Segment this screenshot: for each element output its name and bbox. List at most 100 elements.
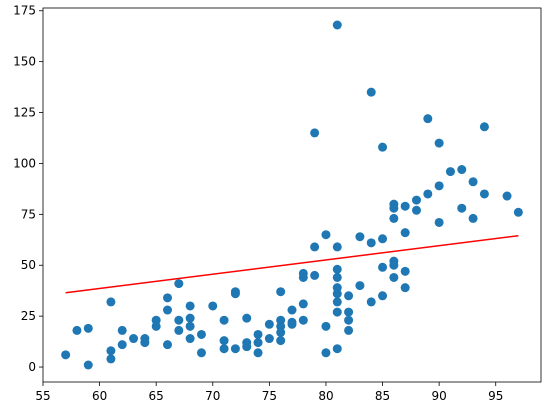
point (378, 142, 388, 152)
plot-frame (42, 7, 542, 383)
point (332, 264, 342, 274)
point (412, 195, 421, 205)
point (400, 266, 410, 276)
point (276, 327, 286, 337)
point (389, 260, 399, 270)
point (174, 315, 184, 325)
point (332, 272, 342, 282)
point (468, 213, 478, 223)
point (332, 289, 342, 299)
point (344, 291, 354, 301)
point (61, 350, 71, 360)
point (219, 344, 229, 354)
y-tick-label: 25 (21, 309, 36, 323)
point (185, 301, 195, 311)
point (321, 321, 331, 331)
point (344, 325, 354, 335)
y-tick-label: 150 (13, 55, 36, 69)
point (83, 323, 93, 333)
point (332, 344, 342, 354)
point (366, 297, 376, 307)
regression-line (65, 234, 519, 294)
point (298, 272, 308, 282)
point (332, 297, 342, 307)
point (400, 283, 410, 293)
y-tick-label: 125 (13, 106, 36, 120)
point (140, 338, 150, 348)
x-tick-label: 60 (92, 389, 107, 403)
y-tick-label: 50 (21, 258, 36, 272)
point (185, 321, 195, 331)
x-tick-label: 55 (35, 389, 50, 403)
point (332, 242, 342, 252)
point (321, 230, 331, 240)
point (208, 301, 218, 311)
point (400, 201, 410, 211)
point (434, 181, 444, 191)
point (310, 242, 320, 252)
x-tick-label: 90 (431, 389, 446, 403)
point (389, 272, 399, 282)
point (106, 297, 116, 307)
point (242, 342, 252, 352)
point (185, 334, 195, 344)
point (253, 329, 263, 339)
point (434, 138, 444, 148)
point (174, 279, 184, 289)
y-tick-label: 175 (13, 4, 36, 18)
point (355, 281, 365, 291)
point (457, 165, 467, 175)
point (434, 217, 444, 227)
x-tick-label: 75 (262, 389, 277, 403)
point (513, 207, 523, 217)
point (163, 305, 172, 315)
point (298, 299, 308, 309)
point (445, 167, 455, 177)
point (344, 315, 354, 325)
point (151, 321, 161, 331)
point (423, 114, 433, 124)
point (479, 122, 489, 132)
point (423, 189, 433, 199)
point (230, 344, 240, 354)
point (344, 307, 354, 317)
point (378, 234, 388, 244)
point (196, 329, 206, 339)
point (83, 360, 93, 370)
point (230, 289, 240, 299)
point (163, 293, 172, 303)
y-tick-label: 100 (13, 156, 36, 170)
point (253, 338, 263, 348)
point (253, 348, 263, 358)
x-tick-label: 70 (205, 389, 220, 403)
point (378, 291, 388, 301)
point (468, 177, 478, 187)
point (106, 346, 116, 356)
point (412, 205, 421, 215)
point (287, 305, 297, 315)
point (298, 315, 308, 325)
point (106, 354, 116, 364)
point (129, 334, 139, 344)
point (332, 307, 342, 317)
point (310, 270, 320, 280)
point (117, 340, 127, 350)
point (355, 232, 365, 242)
point (242, 313, 252, 323)
x-tick-label: 95 (488, 389, 503, 403)
point (264, 319, 274, 329)
point (219, 315, 229, 325)
x-tick-label: 85 (375, 389, 390, 403)
point (287, 319, 297, 329)
point (276, 287, 286, 297)
x-tick-label: 80 (318, 389, 333, 403)
y-tick-label: 0 (28, 360, 36, 374)
point (332, 20, 342, 30)
point (264, 334, 274, 344)
point (400, 228, 410, 238)
point (321, 348, 331, 358)
point (502, 191, 512, 201)
point (72, 325, 82, 335)
point (310, 128, 320, 138)
